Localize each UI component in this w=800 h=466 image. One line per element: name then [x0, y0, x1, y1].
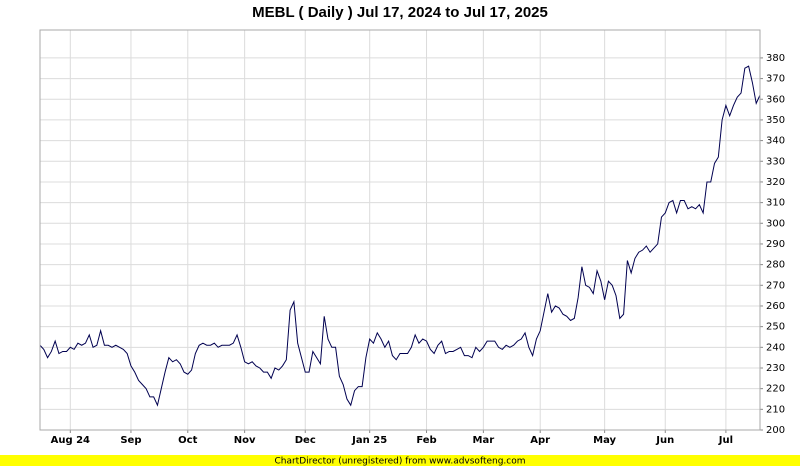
footer-bar [0, 455, 800, 466]
y-tick-label: 210 [766, 404, 785, 415]
y-tick-label: 250 [766, 322, 785, 333]
x-tick-label: May [593, 435, 616, 446]
plot-area [39, 29, 761, 431]
y-tick-label: 340 [766, 136, 785, 147]
x-tick-label: Apr [530, 435, 550, 446]
y-tick-label: 290 [766, 239, 785, 250]
plot-area [39, 29, 761, 431]
chart-title: MEBL ( Daily ) Jul 17, 2024 to Jul 17, 2… [252, 4, 548, 21]
x-tick-label: Nov [234, 435, 256, 446]
y-tick-label: 200 [766, 425, 785, 436]
x-tick-label: Mar [473, 435, 495, 446]
y-tick-label: 220 [766, 384, 785, 395]
x-tick-label: Sep [120, 435, 141, 446]
y-tick-label: 320 [766, 177, 785, 188]
y-tick-label: 230 [766, 363, 785, 374]
x-tick-label: Jul [718, 435, 733, 446]
y-tick-label: 260 [766, 301, 785, 312]
x-tick-label: Jun [655, 435, 674, 446]
y-tick-label: 350 [766, 115, 785, 126]
x-tick-label: Oct [178, 435, 197, 446]
y-tick-label: 360 [766, 94, 785, 105]
x-tick-label: Jan 25 [351, 435, 387, 446]
y-tick-label: 240 [766, 342, 785, 353]
y-tick-label: 310 [766, 198, 785, 209]
footer: ChartDirector (unregistered) from www.ad… [274, 457, 525, 466]
x-tick-label: Aug 24 [51, 435, 90, 446]
y-tick-label: 280 [766, 260, 785, 271]
y-tick-label: 300 [766, 218, 785, 229]
x-tick-label: Feb [416, 435, 436, 446]
y-tick-label: 380 [766, 53, 785, 64]
price-line [39, 65, 761, 407]
y-tick-label: 330 [766, 156, 785, 167]
y-tick-label: 270 [766, 280, 785, 291]
y-tick-label: 370 [766, 74, 785, 85]
x-tick-label: Dec [295, 435, 316, 446]
